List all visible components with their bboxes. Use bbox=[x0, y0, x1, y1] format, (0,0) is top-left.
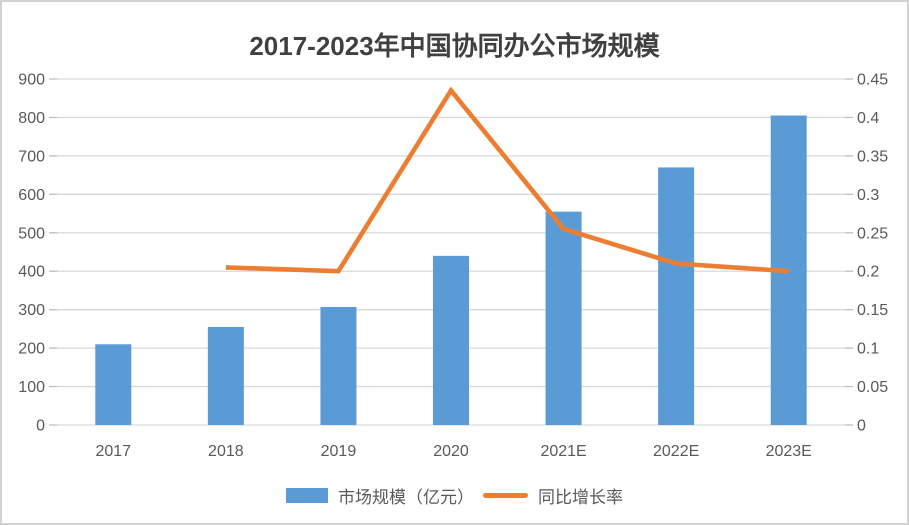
left-axis-label-600: 600 bbox=[18, 187, 45, 204]
right-axis-label-0.2: 0.2 bbox=[857, 264, 879, 281]
left-axis-label-200: 200 bbox=[18, 341, 45, 358]
x-label-2017: 2017 bbox=[95, 443, 131, 460]
left-axis-label-900: 900 bbox=[18, 72, 45, 89]
legend-bar-swatch bbox=[286, 488, 328, 503]
right-axis-label-0.05: 0.05 bbox=[857, 379, 888, 396]
x-label-2019: 2019 bbox=[321, 443, 357, 460]
x-label-2021E: 2021E bbox=[540, 443, 586, 460]
right-axis-label-0.1: 0.1 bbox=[857, 341, 879, 358]
x-label-2020: 2020 bbox=[433, 443, 469, 460]
left-axis-label-400: 400 bbox=[18, 264, 45, 281]
x-label-2018: 2018 bbox=[208, 443, 244, 460]
right-axis-label-0.4: 0.4 bbox=[857, 110, 879, 127]
x-label-2023E: 2023E bbox=[766, 443, 812, 460]
legend-item-market-size: 市场规模（亿元） bbox=[286, 483, 474, 508]
legend-item-growth-rate: 同比增长率 bbox=[483, 483, 623, 508]
left-axis-label-800: 800 bbox=[18, 110, 45, 127]
right-axis-label-0.3: 0.3 bbox=[857, 187, 879, 204]
bar-2019 bbox=[320, 306, 357, 425]
legend-bar-label: 市场规模（亿元） bbox=[338, 488, 474, 507]
legend-line-swatch bbox=[483, 493, 528, 498]
right-axis-label-0.15: 0.15 bbox=[857, 302, 888, 319]
right-axis-label-0: 0 bbox=[857, 418, 866, 435]
bar-2021E bbox=[545, 211, 582, 425]
left-axis-label-0: 0 bbox=[36, 418, 45, 435]
right-axis-label-0.35: 0.35 bbox=[857, 148, 888, 165]
legend-line-label: 同比增长率 bbox=[538, 488, 623, 507]
bar-2018 bbox=[207, 326, 244, 425]
left-axis-label-100: 100 bbox=[18, 379, 45, 396]
chart-title: 2017-2023年中国协同办公市场规模 bbox=[249, 31, 660, 61]
left-axis-label-300: 300 bbox=[18, 302, 45, 319]
growth-rate-line bbox=[225, 86, 789, 274]
x-label-2022E: 2022E bbox=[653, 443, 699, 460]
right-axis-label-0.25: 0.25 bbox=[857, 225, 888, 242]
left-axis-label-700: 700 bbox=[18, 148, 45, 165]
right-axis-label-0.45: 0.45 bbox=[857, 72, 888, 89]
legend: 市场规模（亿元） 同比增长率 bbox=[2, 483, 907, 508]
bar-2022E bbox=[658, 167, 695, 425]
bar-2020 bbox=[433, 255, 469, 425]
bar-2017 bbox=[95, 344, 132, 425]
left-axis-label-500: 500 bbox=[18, 225, 45, 242]
